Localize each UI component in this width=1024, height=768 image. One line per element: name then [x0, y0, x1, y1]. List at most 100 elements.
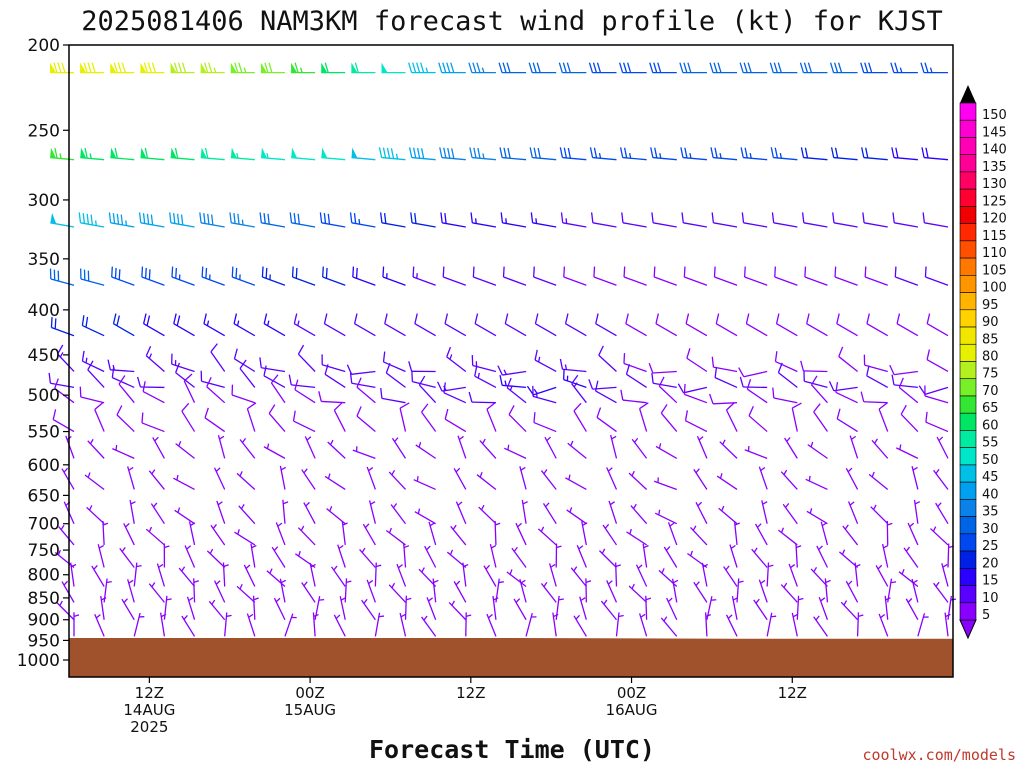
colorbar-swatch — [959, 395, 977, 414]
wind-barb — [141, 412, 165, 433]
wind-barb — [206, 377, 226, 404]
wind-barb — [530, 212, 557, 228]
wind-barb — [428, 521, 437, 546]
wind-barb — [875, 564, 889, 587]
wind-barb — [78, 212, 105, 228]
wind-barb — [555, 595, 564, 620]
wind-barb — [642, 543, 649, 568]
wind-barb — [321, 147, 346, 161]
wind-barb — [806, 508, 828, 525]
wind-barb — [579, 596, 587, 620]
wind-barb — [528, 62, 557, 74]
wind-barb — [145, 345, 165, 372]
wind-barb — [385, 527, 406, 546]
wind-barb — [138, 212, 165, 228]
wind-barb — [671, 578, 679, 603]
wind-barb — [84, 472, 105, 490]
wind-barb — [304, 436, 316, 459]
wind-barb — [181, 402, 196, 432]
wind-barb — [314, 596, 325, 620]
colorbar-swatch — [959, 516, 977, 535]
wind-barb — [830, 147, 858, 161]
wind-barb — [549, 563, 557, 587]
wind-barb — [590, 212, 617, 228]
wind-barb — [606, 467, 618, 490]
wind-barb — [784, 437, 798, 459]
wind-barb — [766, 612, 777, 637]
wind-barb — [446, 346, 467, 373]
wind-barb — [388, 470, 406, 490]
wind-barb — [725, 402, 738, 432]
colorbar-swatch — [959, 343, 977, 362]
wind-barb — [782, 502, 798, 525]
wind-barb — [366, 579, 376, 603]
wind-barb — [558, 62, 587, 74]
wind-barb — [474, 365, 497, 388]
wind-barb — [337, 544, 346, 568]
wind-barb — [444, 408, 467, 433]
colorbar-swatch — [959, 378, 977, 397]
wind-barb — [892, 212, 918, 228]
wind-barb — [593, 266, 617, 286]
wind-barb — [112, 444, 135, 459]
wind-barb — [941, 563, 949, 587]
wind-barb — [862, 212, 888, 228]
wind-barb — [889, 364, 918, 376]
colorbar-label: 50 — [982, 453, 999, 468]
wind-barb — [506, 377, 527, 404]
wind-barb — [291, 266, 316, 286]
wind-barb — [677, 383, 708, 394]
wind-barb — [911, 578, 919, 603]
wind-barb — [450, 524, 467, 546]
colorbar-label: 110 — [982, 246, 1007, 261]
wind-barb — [418, 567, 437, 587]
wind-barb — [210, 343, 226, 372]
wind-barb — [681, 212, 708, 228]
colorbar-swatch — [959, 567, 977, 586]
wind-barb — [504, 444, 527, 459]
wind-barb — [483, 564, 497, 587]
wind-barb — [145, 526, 165, 546]
wind-barb — [309, 562, 316, 587]
wind-barb — [404, 595, 412, 620]
wind-barb — [921, 147, 949, 161]
wind-barb — [142, 313, 165, 337]
wind-barb — [443, 382, 467, 404]
wind-barb — [492, 595, 499, 620]
wind-barb — [623, 353, 647, 373]
wind-barb — [382, 351, 406, 373]
wind-barb — [148, 582, 165, 603]
wind-barb — [810, 375, 828, 404]
wind-barb — [861, 147, 888, 161]
wind-barb — [184, 545, 196, 568]
colorbar-swatch — [959, 275, 977, 293]
wind-barb — [381, 62, 406, 74]
x-tick-label: 12Z — [456, 684, 485, 702]
wind-barb — [439, 147, 466, 161]
wind-barb — [140, 62, 165, 74]
wind-barb — [777, 527, 798, 546]
wind-barb — [171, 353, 195, 373]
wind-barb — [886, 520, 893, 545]
wind-barb — [635, 564, 648, 587]
wind-barb — [898, 377, 919, 404]
wind-barb — [236, 583, 256, 603]
wind-barb — [573, 402, 587, 432]
wind-barb — [193, 578, 200, 603]
wind-barb — [391, 437, 407, 459]
wind-barb — [663, 546, 678, 568]
wind-barb — [312, 612, 319, 637]
wind-barb — [61, 467, 75, 490]
wind-barb — [489, 543, 497, 568]
wind-barb — [828, 380, 858, 392]
wind-barb — [911, 466, 919, 490]
y-tick-label: 400 — [28, 301, 60, 321]
wind-barb — [711, 212, 738, 228]
wind-barb — [743, 266, 768, 286]
wind-barb — [282, 499, 289, 524]
wind-barb — [534, 313, 557, 337]
wind-barb — [775, 313, 798, 337]
x-tick-label: 16AUG — [606, 701, 658, 719]
wind-barb — [719, 439, 738, 459]
wind-barb — [374, 562, 382, 587]
